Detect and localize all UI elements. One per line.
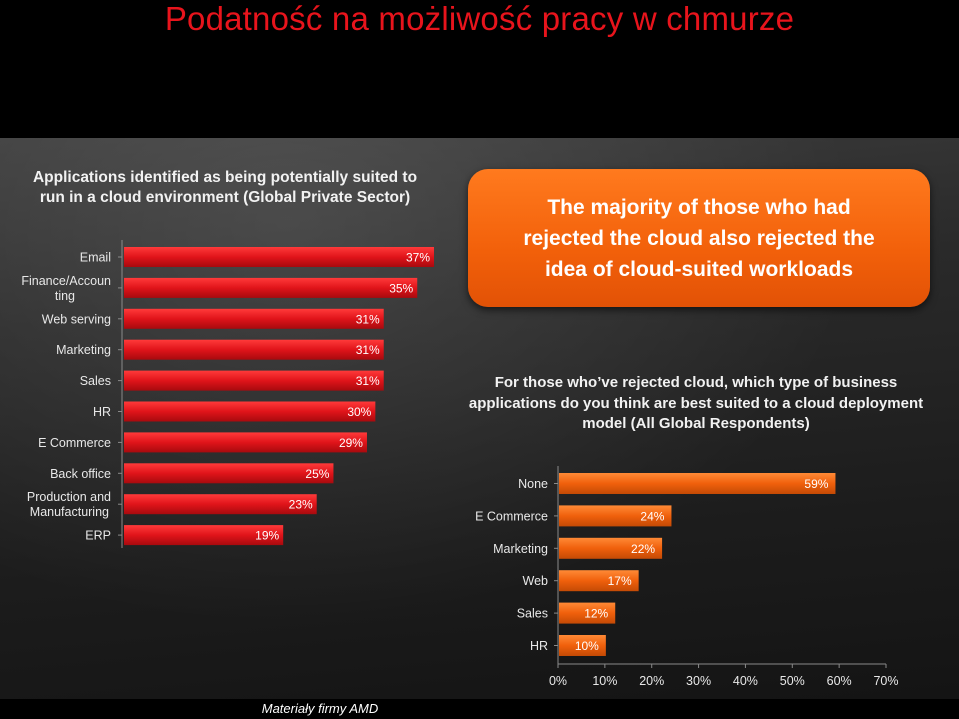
left-category-label: Production and Manufacturing [27,490,111,519]
right-x-tick-label: 0% [549,674,567,688]
left-category-label: Sales [80,374,111,388]
right-bar [559,635,606,656]
right-chart-title: For those who’ve rejected cloud, which t… [468,374,924,432]
right-value-label: 10% [575,639,599,653]
slide-title: Podatność na możliwość pracy w chmurze [164,0,795,37]
right-category-label: Marketing [493,542,548,556]
right-value-label: 24% [640,509,664,523]
left-bar [124,277,418,298]
right-category-label: E Commerce [475,509,548,523]
left-value-label: 31% [356,374,380,388]
right-x-tick-label: 70% [873,674,898,688]
right-bar [559,473,836,494]
callout-text: The majority of those who had rejected t… [523,195,875,281]
left-bar [124,432,367,453]
right-value-label: 22% [631,542,655,556]
right-bar [559,505,672,527]
left-chart-title: Applications identified as being potenti… [32,169,418,206]
right-category-label: Web [523,574,549,588]
source-footnote: Materiały firmy AMD [261,701,379,716]
right-x-tick-label: 60% [827,674,852,688]
left-bar [124,525,284,546]
right-bar [559,602,616,624]
right-x-tick-label: 30% [686,674,711,688]
left-value-label: 19% [255,529,279,543]
right-x-tick-label: 10% [592,674,617,688]
left-category-label: ERP [85,529,111,543]
left-category-label-line: Production and [27,490,111,504]
left-category-label: HR [93,405,111,419]
left-category-label: Finance/Accoun ting [21,274,111,303]
left-category-label-line: Finance/Accoun [21,274,111,288]
left-category-label: Web serving [42,312,111,326]
right-category-label: Sales [517,607,548,621]
left-bar [124,463,334,484]
left-bar [124,370,384,391]
left-bar [124,494,317,515]
left-value-label: 30% [347,405,371,419]
left-category-label: E Commerce [38,436,111,450]
left-value-label: 29% [339,436,363,450]
left-category-label: Email [80,251,111,265]
left-value-label: 31% [356,312,380,326]
right-value-label: 59% [804,477,828,491]
left-category-label: Back office [50,467,111,481]
left-category-label-line: Manufacturing [30,505,109,519]
right-x-tick-label: 40% [733,674,758,688]
left-value-label: 35% [389,281,413,295]
right-value-label: 17% [608,574,632,588]
callout-box: The majority of those who had rejected t… [468,169,930,307]
right-bar [559,570,639,592]
left-bar [124,247,434,267]
left-bar [124,339,384,360]
right-category-label: None [518,477,548,491]
left-value-label: 31% [356,343,380,357]
right-x-tick-label: 50% [780,674,805,688]
right-x-tick-label: 20% [639,674,664,688]
left-category-label: Marketing [56,343,111,357]
right-bar [559,537,663,559]
left-bar [124,401,376,422]
left-value-label: 25% [305,467,329,481]
left-value-label: 37% [406,251,430,265]
right-value-label: 12% [584,607,608,621]
left-category-label-line: ting [55,289,75,303]
left-value-label: 23% [289,498,313,512]
right-category-label: HR [530,639,548,653]
left-bar [124,308,384,329]
